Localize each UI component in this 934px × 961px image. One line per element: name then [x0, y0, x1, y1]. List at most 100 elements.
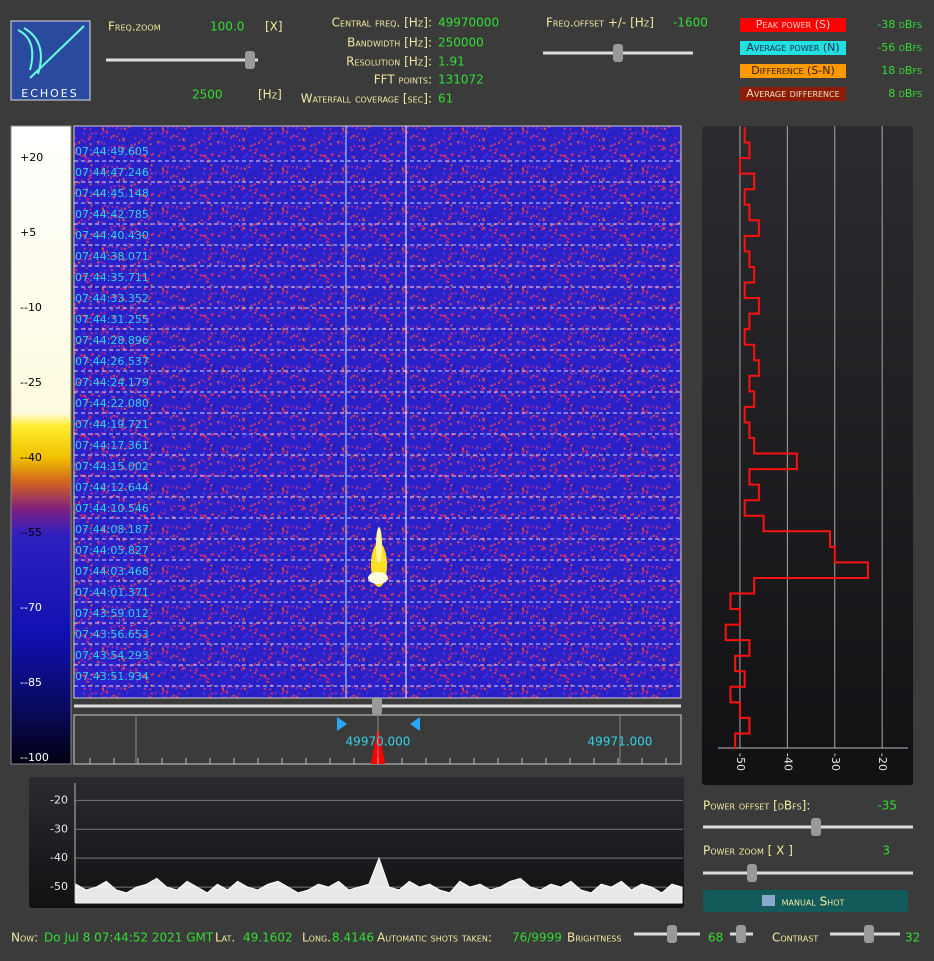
label: 07:44:03.468: [75, 565, 149, 578]
label: 2500: [192, 88, 223, 102]
label: --25: [20, 376, 42, 389]
label: FFT points:: [374, 73, 432, 87]
label: 07:44:33.352: [75, 292, 149, 305]
label: Peak power (S): [756, 18, 831, 31]
waterfall: [74, 126, 681, 698]
label: Do Jul 8 07:44:52 2021 GMT: [44, 931, 214, 945]
label: Waterfall coverage [sec]:: [301, 92, 432, 106]
label: 07:43:54.293: [75, 649, 149, 662]
slider-handle[interactable]: [811, 818, 821, 836]
label: 8 dBfs: [888, 87, 922, 100]
label: 07:44:35.711: [75, 271, 149, 284]
label: 07:44:24.179: [75, 376, 149, 389]
label: [X]: [265, 20, 283, 34]
label: 07:44:31.255: [75, 313, 149, 326]
slider-handle[interactable]: [372, 697, 382, 715]
slider-handle[interactable]: [747, 864, 757, 882]
label: 07:44:10.546: [75, 502, 149, 515]
slider-handle[interactable]: [245, 51, 255, 69]
label: -40: [781, 753, 794, 771]
label: 18 dBfs: [881, 64, 922, 77]
label: 8.4146: [332, 931, 374, 945]
slider-handle[interactable]: [864, 925, 874, 943]
label: Bandwidth [Hz]:: [347, 36, 432, 50]
label: 07:44:45.148: [75, 187, 149, 200]
label: -38 dBfs: [877, 18, 922, 31]
label: 07:44:19.721: [75, 418, 149, 431]
label: -1600: [673, 16, 708, 30]
label: 49971.000: [588, 735, 653, 749]
camera-icon: [762, 895, 775, 906]
logo-text: ECHOES: [21, 87, 79, 100]
label: [Hz]: [258, 88, 282, 102]
label: --100: [20, 751, 49, 764]
label: --55: [20, 526, 42, 539]
label: Long.: [302, 931, 331, 945]
label: 07:44:08.187: [75, 523, 149, 536]
label: 3: [882, 844, 890, 858]
label: Contrast: [772, 931, 818, 945]
label: 100.0: [210, 20, 244, 34]
label: -50: [734, 753, 747, 771]
label: -20: [876, 753, 889, 771]
slider-handle[interactable]: [613, 44, 623, 62]
label: -40: [50, 851, 68, 864]
label: -30: [50, 822, 68, 835]
label: -30: [829, 753, 842, 771]
label: 07:44:26.537: [75, 355, 149, 368]
label: --85: [20, 676, 42, 689]
label: -50: [50, 880, 68, 893]
label: Lat.: [215, 931, 235, 945]
label: 07:43:51.934: [75, 670, 149, 683]
label: 49.1602: [243, 931, 293, 945]
label: 07:44:01.371: [75, 586, 149, 599]
label: 07:44:47.246: [75, 166, 149, 179]
label: --70: [20, 601, 42, 614]
label: --40: [20, 451, 42, 464]
label: Power offset [dBfs]:: [703, 799, 810, 813]
label: 1.91: [438, 55, 465, 69]
slider-handle[interactable]: [667, 925, 677, 943]
label: --10: [20, 301, 42, 314]
label: 07:44:12.644: [75, 481, 149, 494]
label: 07:44:22.080: [75, 397, 149, 410]
label: 07:44:38.071: [75, 250, 149, 263]
label: Freq.offset +/- [Hz]: [546, 16, 654, 30]
label: Power zoom [ X ]: [703, 844, 793, 858]
label: Central freq. [Hz]:: [332, 16, 432, 30]
label: Automatic shots taken:: [377, 931, 492, 945]
label: +5: [20, 226, 36, 239]
label: Difference (S-N): [751, 64, 835, 77]
label: 07:43:56.653: [75, 628, 149, 641]
label: 07:44:28.896: [75, 334, 149, 347]
label: Freq.zoom: [108, 20, 161, 34]
label: 68: [708, 931, 723, 945]
label: -20: [50, 793, 68, 806]
label: 07:44:40.430: [75, 229, 149, 242]
label: -35: [877, 799, 897, 813]
label: 49970.000: [346, 735, 411, 749]
label: 07:44:17.361: [75, 439, 149, 452]
slider-handle[interactable]: [736, 925, 746, 943]
label: 07:44:15.002: [75, 460, 149, 473]
label: 07:43:59.012: [75, 607, 149, 620]
label: Average power (N): [746, 41, 839, 54]
label: 07:44:05.827: [75, 544, 149, 557]
label: 250000: [438, 36, 484, 50]
label: 49970000: [438, 16, 499, 30]
label: 61: [438, 92, 453, 106]
label: Resolution [Hz]:: [346, 55, 432, 69]
label: manual Shot: [782, 895, 845, 909]
label: 131072: [438, 73, 484, 87]
label: Average difference: [746, 87, 839, 100]
label: -56 dBfs: [877, 41, 922, 54]
label: 32: [905, 931, 920, 945]
label: Brightness: [567, 931, 621, 945]
color-scale: [11, 126, 71, 764]
label: 07:44:49.605: [75, 145, 149, 158]
label: +20: [20, 151, 43, 164]
label: 07:44:42.785: [75, 208, 149, 221]
label: Now:: [11, 931, 38, 945]
